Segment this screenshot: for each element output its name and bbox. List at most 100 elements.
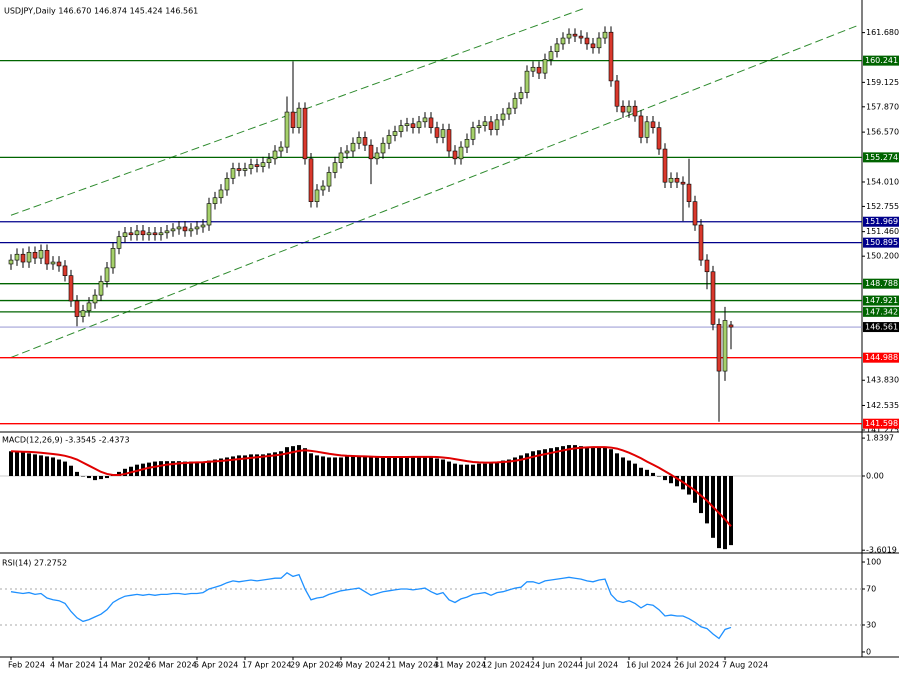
macd-bar [51, 457, 55, 477]
macd-bar [99, 476, 103, 480]
macd-bar [639, 467, 643, 477]
candle-body [410, 123, 416, 128]
macd-bar [501, 460, 505, 477]
candle-body [512, 98, 518, 109]
level-label: 141.598 [865, 419, 898, 428]
macd-bar [603, 447, 607, 477]
candle-body [470, 127, 476, 140]
macd-bar [87, 476, 91, 479]
macd-bar [9, 451, 13, 477]
candle-body [62, 265, 68, 276]
x-tick-label: 4 Jul 2024 [578, 661, 618, 670]
macd-bar [429, 457, 433, 477]
y-tick-label: 100 [866, 558, 881, 567]
candle-body [362, 137, 368, 146]
macd-bar [177, 461, 181, 477]
candle-body [500, 113, 506, 121]
candle-body [458, 146, 464, 160]
candle-body [722, 320, 728, 372]
candle-body [344, 150, 350, 154]
candle-body [602, 31, 608, 39]
macd-bar [237, 455, 241, 477]
candle-body [566, 33, 572, 39]
x-tick-label: 26 Mar 2024 [146, 661, 197, 670]
x-tick-label: 24 Jun 2024 [530, 661, 578, 670]
candle-body [656, 127, 662, 150]
candle-body [548, 51, 554, 60]
macd-bar [417, 456, 421, 477]
candle-body [98, 281, 104, 296]
candle-body [80, 310, 86, 317]
candle-body [626, 105, 632, 113]
candle-body [110, 248, 116, 269]
y-tick-label: 159.125 [866, 78, 899, 87]
candle-body [404, 123, 410, 126]
macd-bar [435, 458, 439, 477]
candle-body [692, 201, 698, 226]
macd-bar [93, 476, 97, 481]
candle-body [206, 203, 212, 226]
macd-bar [597, 447, 601, 477]
macd-bar [555, 447, 559, 477]
macd-bar [195, 461, 199, 477]
macd-bar [573, 445, 577, 477]
macd-bar [231, 456, 235, 477]
macd-bar [507, 459, 511, 477]
macd-bar [357, 456, 361, 477]
y-tick-label: 157.870 [866, 102, 899, 111]
candle-body [494, 119, 500, 130]
macd-bar [585, 447, 589, 477]
candle-body [638, 115, 644, 138]
level-label: 148.788 [865, 279, 898, 288]
candle-body [116, 236, 122, 249]
candle-body [326, 172, 332, 187]
y-tick-label: 161.680 [866, 28, 899, 37]
x-tick-label: 29 Apr 2024 [290, 661, 339, 670]
candle-body [308, 158, 314, 202]
macd-bar [339, 457, 343, 477]
candle-body [620, 105, 626, 113]
x-tick-label: 12 Jun 2024 [482, 661, 530, 670]
candle-body [584, 37, 590, 45]
candle-body [152, 232, 158, 236]
candle-body [398, 125, 404, 132]
macd-bar [579, 446, 583, 477]
macd-bar [609, 449, 613, 477]
rsi-title: RSI(14) 27.2752 [2, 559, 67, 568]
x-tick-label: 4 Mar 2024 [50, 661, 96, 670]
candle-body [74, 300, 80, 317]
candle-body [284, 111, 290, 148]
candle-body [464, 139, 470, 148]
candle-body [518, 92, 524, 99]
level-label-box [863, 152, 899, 163]
candle-body [650, 121, 656, 128]
candle-body [440, 129, 446, 138]
candle-body [272, 150, 278, 160]
macd-bar [411, 456, 415, 477]
macd-bar [615, 453, 619, 477]
macd-bar [321, 456, 325, 477]
macd-bar [519, 455, 523, 477]
macd-bar [627, 460, 631, 477]
macd-bar [375, 457, 379, 477]
candle-body [164, 230, 170, 234]
candle-body [242, 168, 248, 171]
macd-bar [495, 461, 499, 477]
candle-body [668, 177, 674, 183]
level-label: 147.342 [865, 307, 898, 316]
candle-body [92, 294, 98, 304]
level-label-box [863, 418, 899, 429]
candle-body [176, 226, 182, 230]
chart-title: USDJPY,Daily 146.670 146.874 145.424 146… [4, 7, 198, 16]
candle-body [380, 142, 386, 154]
candle-body [26, 251, 32, 263]
macd-bar [651, 472, 655, 477]
macd-bar [543, 449, 547, 477]
macd-bar [39, 455, 43, 477]
candle-body [140, 230, 146, 236]
candle-body [20, 253, 26, 263]
y-tick-label: 143.830 [866, 376, 899, 385]
x-tick-label: 7 Aug 2024 [722, 661, 768, 670]
candle-body [212, 197, 218, 204]
level-label: 155.274 [865, 153, 898, 162]
